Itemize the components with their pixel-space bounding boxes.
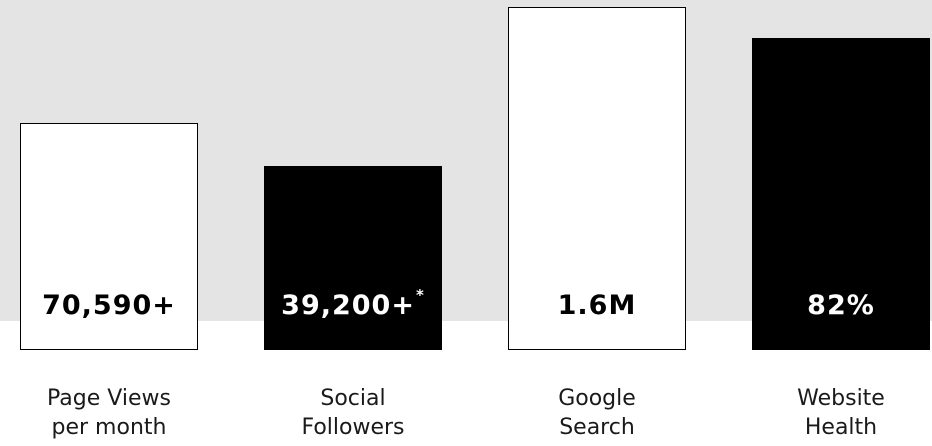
category-label-line: Page Views: [47, 386, 171, 411]
bar-value-label: 70,590+: [42, 290, 176, 321]
category-label-line: Google: [558, 386, 636, 411]
category-label-line: Website: [797, 386, 885, 411]
bar-website-health: 82%: [752, 38, 930, 350]
category-label-social-followers: Social Followers: [253, 384, 453, 442]
category-label-line: Social: [320, 386, 386, 411]
category-label-page-views: Page Views per month: [9, 384, 209, 442]
category-label-line: Health: [804, 415, 878, 440]
category-label-line: Search: [559, 415, 635, 440]
category-label-line: per month: [51, 415, 167, 440]
footnote-marker: *: [415, 286, 425, 304]
bar-social-followers: 39,200+*: [264, 166, 442, 350]
bar-google-search: 1.6M: [508, 7, 686, 350]
category-label-website-health: Website Health: [741, 384, 932, 442]
bar-page-views: 70,590+: [20, 123, 198, 350]
bar-value-label: 82%: [807, 290, 875, 321]
bar-value-label: 39,200+*: [281, 286, 425, 321]
category-label-line: Followers: [301, 415, 405, 440]
bar-value-label: 1.6M: [557, 290, 637, 321]
category-label-google-search: Google Search: [497, 384, 697, 442]
